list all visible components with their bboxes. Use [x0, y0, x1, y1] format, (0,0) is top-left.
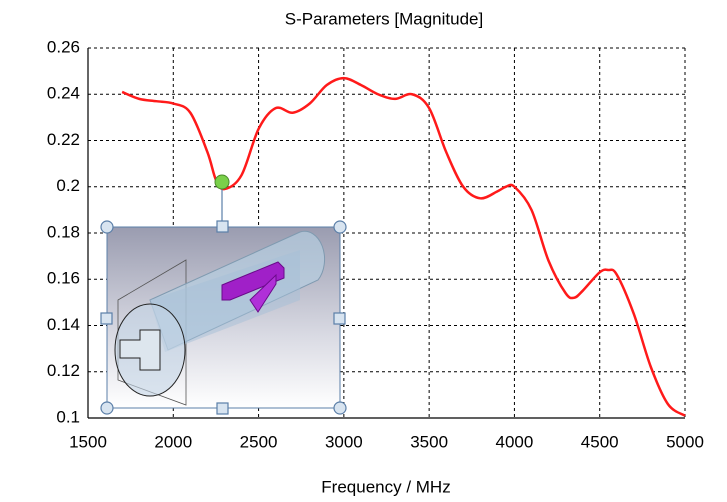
- x-tick-label: 5000: [666, 432, 704, 451]
- x-tick-label: 3000: [325, 432, 363, 451]
- y-tick-label: 0.26: [47, 37, 80, 56]
- chart-title: S-Parameters [Magnitude]: [285, 9, 483, 28]
- y-tick-label: 0.1: [56, 407, 80, 426]
- y-tick-label: 0.22: [47, 130, 80, 149]
- y-tick-label: 0.2: [56, 176, 80, 195]
- x-tick-label: 2000: [154, 432, 192, 451]
- x-tick-label: 3500: [410, 432, 448, 451]
- y-tick-label: 0.24: [47, 84, 80, 103]
- x-tick-label: 1500: [69, 432, 107, 451]
- y-tick-label: 0.16: [47, 269, 80, 288]
- chart: S-Parameters [Magnitude] Frequency / MHz…: [0, 0, 727, 502]
- x-axis-label: Frequency / MHz: [321, 477, 450, 496]
- x-tick-label: 4500: [581, 432, 619, 451]
- y-tick-label: 0.14: [47, 315, 80, 334]
- x-tick-label: 4000: [496, 432, 534, 451]
- inset-image[interactable]: [101, 175, 346, 414]
- x-tick-label: 2500: [240, 432, 278, 451]
- y-tick-label: 0.18: [47, 222, 80, 241]
- y-tick-label: 0.12: [47, 361, 80, 380]
